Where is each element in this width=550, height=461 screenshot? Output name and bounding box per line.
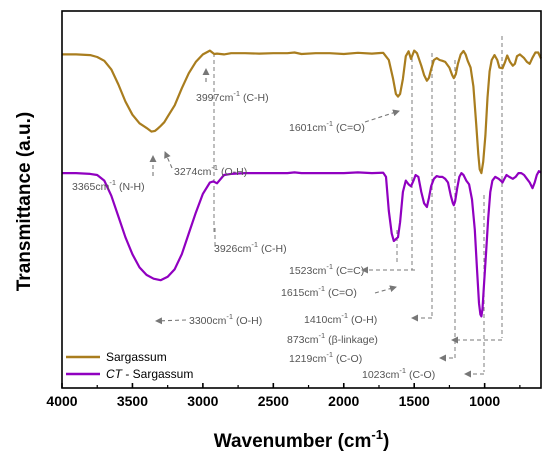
plot-frame [61, 10, 542, 389]
x-tick-label: 1000 [469, 393, 500, 409]
series-line-0 [62, 49, 542, 175]
annotation-arrow [374, 285, 397, 294]
annotation-arrow [155, 317, 187, 325]
peak-annotation: 1023cm-1 (C-O) [362, 366, 435, 381]
x-axis-title: Wavenumber (cm-1) [214, 427, 390, 452]
x-tick-label: 4000 [46, 393, 77, 409]
annotation-labels: 3365cm-1 (N-H) 3274cm-1 (O-H) 3997cm-1 (C-… [72, 68, 502, 381]
peak-annotation: 3274cm-1 (O-H) [174, 163, 247, 178]
peak-annotation: 1410cm-1 (O-H) [304, 311, 377, 326]
peak-annotation: 3926cm-1 (C-H) [214, 240, 287, 255]
x-tick-label: 3500 [117, 393, 148, 409]
legend: Sargassum CT - Sargassum [66, 350, 193, 381]
peak-annotation: 3300cm-1 (O-H) [189, 312, 262, 327]
peak-annotation: 1615cm-1 (C=O) [281, 284, 357, 299]
peak-annotation: 3365cm-1 (N-H) [72, 178, 145, 193]
x-axis: 4000 3500 3000 2500 2000 1500 1000 [46, 383, 521, 409]
annotation-arrow [164, 151, 173, 169]
series-line-1 [62, 170, 542, 318]
x-tick-label: 3000 [187, 393, 218, 409]
peak-annotation: 1523cm-1 (C=C) [289, 262, 364, 277]
annotation-arrow [364, 109, 400, 123]
x-tick-label: 2000 [328, 393, 359, 409]
annotation-leader-lines [213, 36, 503, 372]
legend-label: Sargassum [106, 350, 167, 364]
x-tick-label: 1500 [399, 393, 430, 409]
peak-annotation: 1219cm-1 (C-O) [289, 350, 362, 365]
peak-annotation: 1601cm-1 (C=O) [289, 119, 365, 134]
legend-label: CT - Sargassum [106, 367, 193, 381]
series-group [62, 49, 542, 318]
peak-annotation: 873cm-1 (β-linkage) [287, 331, 378, 346]
peak-annotation: 3997cm-1 (C-H) [196, 89, 269, 104]
y-axis-title: Transmittance (a.u.) [14, 112, 35, 292]
x-tick-label: 2500 [258, 393, 289, 409]
